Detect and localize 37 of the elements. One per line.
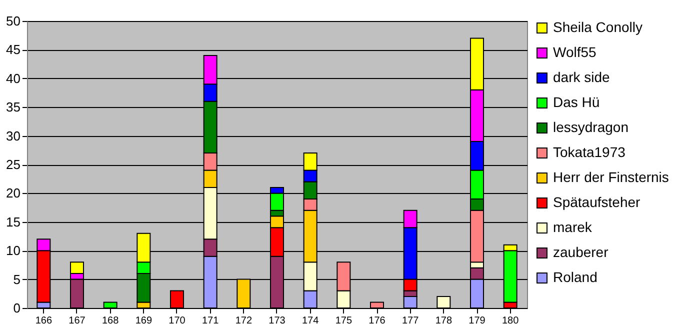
x-tick-label: 173 xyxy=(268,316,286,326)
legend-label: marek xyxy=(553,219,593,235)
x-tick-label: 179 xyxy=(468,316,486,326)
y-tick-label: 25 xyxy=(6,157,20,172)
y-tick-label: 5 xyxy=(13,272,20,287)
x-tick-label: 178 xyxy=(435,316,452,326)
x-tick-label: 174 xyxy=(302,316,320,326)
legend-label: lessydragon xyxy=(553,119,628,135)
y-tick-label: 30 xyxy=(6,128,20,144)
x-tick-label: 169 xyxy=(135,316,152,326)
x-tick-label: 171 xyxy=(202,316,220,326)
x-tick-label: 180 xyxy=(502,316,520,326)
legend-label: Das Hü xyxy=(553,94,600,110)
y-tick-label: 15 xyxy=(6,214,20,230)
legend-label: Roland xyxy=(553,269,598,285)
legend-label: Spätaufsteher xyxy=(553,194,641,210)
y-tick-label: 0 xyxy=(13,300,20,316)
legend-label: Sheila Conolly xyxy=(553,19,642,35)
y-tick-label: 40 xyxy=(6,70,20,86)
x-tick-label: 175 xyxy=(335,316,352,326)
y-tick-label: 45 xyxy=(6,42,20,58)
legend-label: Herr der Finsternis xyxy=(553,169,669,185)
y-tick-label: 35 xyxy=(6,100,20,115)
y-tick-label: 50 xyxy=(6,14,20,28)
legend-label: Wolf55 xyxy=(553,44,597,60)
x-tick-label: 166 xyxy=(35,316,52,326)
x-tick-label: 170 xyxy=(168,316,186,326)
x-tick-label: 167 xyxy=(68,316,86,326)
x-tick-label: 177 xyxy=(402,316,420,326)
x-tick-label: 168 xyxy=(102,316,120,326)
legend-label: zauberer xyxy=(553,244,609,260)
legend-label: dark side xyxy=(553,69,610,85)
x-tick-label: 176 xyxy=(368,316,386,326)
x-tick-label: 172 xyxy=(235,316,252,326)
legend-label: Tokata1973 xyxy=(553,144,626,160)
y-tick-label: 20 xyxy=(6,186,20,201)
y-tick-label: 10 xyxy=(6,243,20,258)
